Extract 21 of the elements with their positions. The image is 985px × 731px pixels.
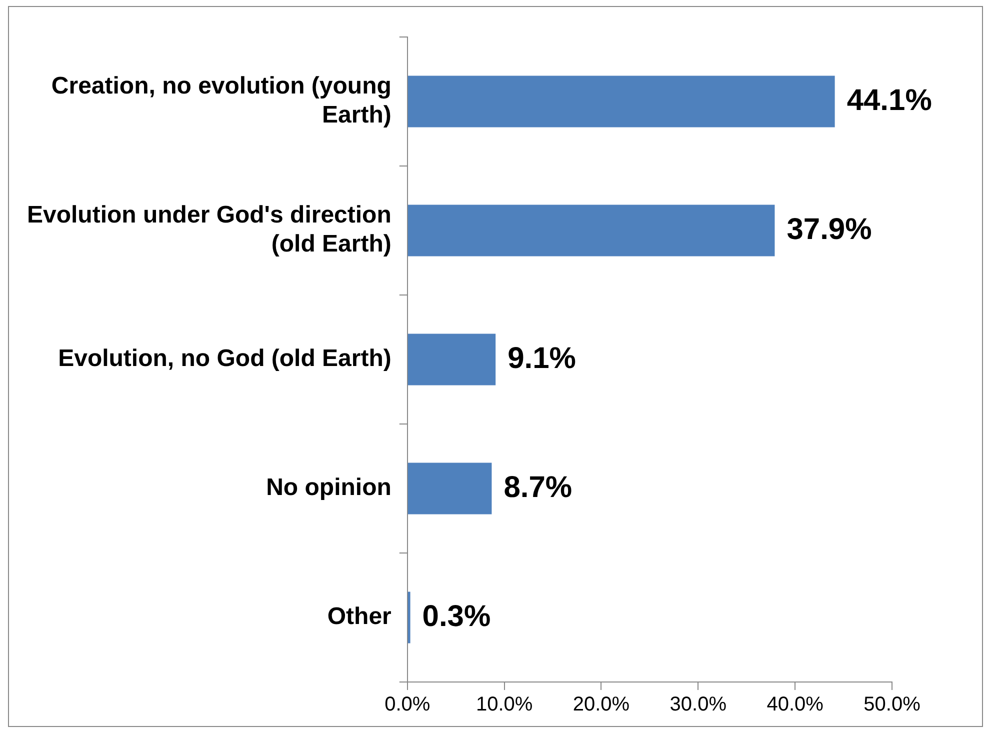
- bar: [408, 204, 775, 256]
- data-label: 44.1%: [846, 84, 932, 117]
- x-tick-label: 20.0%: [572, 694, 630, 716]
- x-tick-label: 40.0%: [766, 694, 824, 716]
- x-tick-label: 10.0%: [476, 694, 533, 716]
- bar: [408, 592, 410, 644]
- y-tick-label: Creation, no evolution (young Earth): [51, 72, 392, 129]
- x-tick-label: 30.0%: [670, 694, 727, 716]
- data-label: 8.7%: [504, 470, 572, 504]
- data-label: 9.1%: [508, 342, 576, 375]
- bar: [408, 76, 835, 128]
- x-tick-label: 0.0%: [384, 694, 430, 716]
- x-tick-label: 50.0%: [864, 694, 921, 716]
- data-label: 0.3%: [422, 600, 491, 633]
- bar: [408, 334, 496, 386]
- data-label: 37.9%: [786, 212, 872, 246]
- y-tick-label: Evolution under God's direction (old Earth): [26, 202, 392, 258]
- y-tick-label: Other: [327, 603, 392, 630]
- y-tick-label: No opinion: [266, 474, 392, 502]
- y-tick-label: Evolution, no God (old Earth): [58, 345, 392, 372]
- bar: [408, 462, 492, 514]
